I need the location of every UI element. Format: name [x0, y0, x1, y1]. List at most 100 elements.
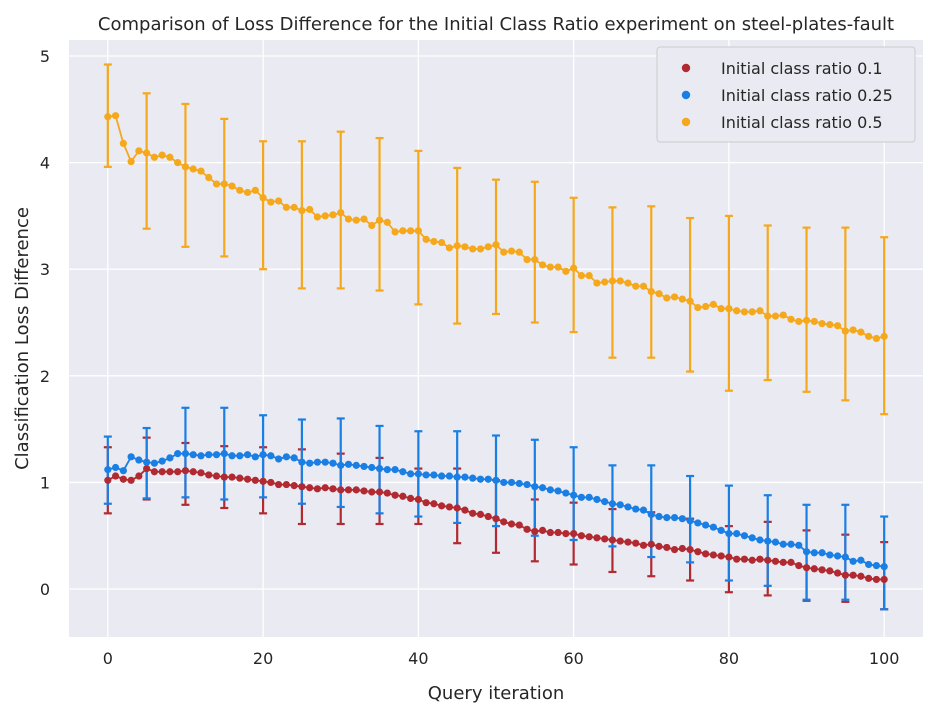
data-point	[220, 180, 228, 188]
data-point	[577, 532, 586, 540]
data-point	[663, 294, 671, 302]
data-point	[802, 548, 811, 556]
data-point	[531, 256, 539, 264]
data-point	[251, 476, 259, 484]
data-point	[282, 453, 290, 461]
data-point	[857, 328, 865, 336]
data-point	[422, 499, 430, 507]
data-point	[111, 472, 120, 480]
data-point	[865, 332, 873, 340]
data-point	[368, 488, 376, 496]
y-tick-label: 1	[40, 473, 50, 492]
data-point	[445, 244, 454, 252]
data-point	[694, 548, 702, 556]
data-point	[756, 555, 764, 563]
data-point	[748, 556, 756, 564]
data-point	[298, 483, 306, 491]
data-point	[407, 227, 415, 235]
data-point	[313, 213, 322, 221]
data-point	[375, 464, 384, 473]
data-point	[601, 278, 609, 286]
x-tick-labels: 0 20 40 60 80 100	[103, 649, 900, 668]
data-point	[834, 322, 842, 330]
data-point	[585, 533, 593, 541]
y-tick-label: 2	[40, 367, 50, 386]
data-point	[585, 272, 593, 280]
data-point	[119, 475, 127, 483]
data-point	[484, 512, 492, 521]
data-point	[251, 453, 259, 461]
data-point	[407, 470, 415, 478]
y-tick-labels: 0 1 2 3 4 5	[40, 47, 50, 599]
legend-label: Initial class ratio 0.5	[721, 113, 883, 132]
data-point	[430, 237, 438, 246]
data-point	[205, 173, 213, 182]
data-point	[150, 153, 158, 161]
data-point	[624, 503, 632, 511]
data-point	[282, 480, 290, 489]
data-point	[740, 308, 749, 316]
data-point	[236, 452, 244, 460]
data-point	[368, 221, 376, 230]
data-point	[570, 491, 578, 499]
data-point	[694, 303, 702, 312]
data-point	[764, 556, 772, 564]
data-point	[174, 450, 182, 458]
data-point	[383, 218, 391, 226]
data-point	[880, 575, 888, 584]
data-point	[523, 480, 531, 489]
data-point	[476, 475, 485, 483]
data-point	[872, 334, 881, 343]
legend-marker	[681, 117, 691, 127]
data-point	[127, 476, 135, 484]
data-point	[507, 520, 516, 528]
data-point	[383, 489, 391, 497]
data-point	[104, 113, 112, 121]
data-point	[500, 248, 508, 256]
data-point	[430, 500, 438, 508]
data-point	[601, 498, 609, 506]
data-point	[733, 307, 741, 315]
data-point	[236, 186, 244, 194]
data-point	[880, 332, 888, 340]
data-point	[414, 495, 422, 504]
data-point	[166, 468, 174, 476]
chart-title: Comparison of Loss Difference for the In…	[98, 14, 894, 35]
data-point	[663, 514, 671, 522]
data-point	[181, 163, 190, 171]
data-point	[306, 484, 314, 492]
data-point	[515, 479, 523, 488]
data-point	[453, 242, 461, 250]
data-point	[764, 312, 772, 320]
data-point	[616, 537, 624, 545]
data-point	[538, 526, 547, 534]
data-point	[104, 476, 112, 484]
data-point	[632, 539, 640, 547]
data-point	[787, 540, 795, 548]
data-point	[166, 153, 174, 161]
data-point	[111, 463, 120, 472]
data-point	[523, 525, 531, 533]
x-axis-label: Query iteration	[428, 683, 564, 704]
data-point	[360, 487, 368, 495]
data-point	[616, 501, 624, 509]
data-point	[430, 471, 438, 479]
data-point	[834, 552, 842, 560]
data-point	[562, 489, 570, 497]
data-point	[670, 514, 679, 522]
data-point	[686, 297, 694, 305]
data-point	[554, 263, 562, 271]
data-point	[818, 319, 826, 328]
data-point	[702, 521, 710, 529]
data-point	[834, 569, 842, 577]
data-point	[577, 272, 586, 280]
data-point	[212, 472, 221, 480]
data-point	[686, 517, 694, 525]
x-tick-label: 60	[563, 649, 583, 668]
data-point	[523, 256, 531, 264]
data-point	[678, 515, 686, 523]
data-point	[717, 305, 725, 313]
data-point	[461, 243, 469, 251]
data-point	[865, 560, 873, 569]
data-point	[492, 241, 500, 249]
